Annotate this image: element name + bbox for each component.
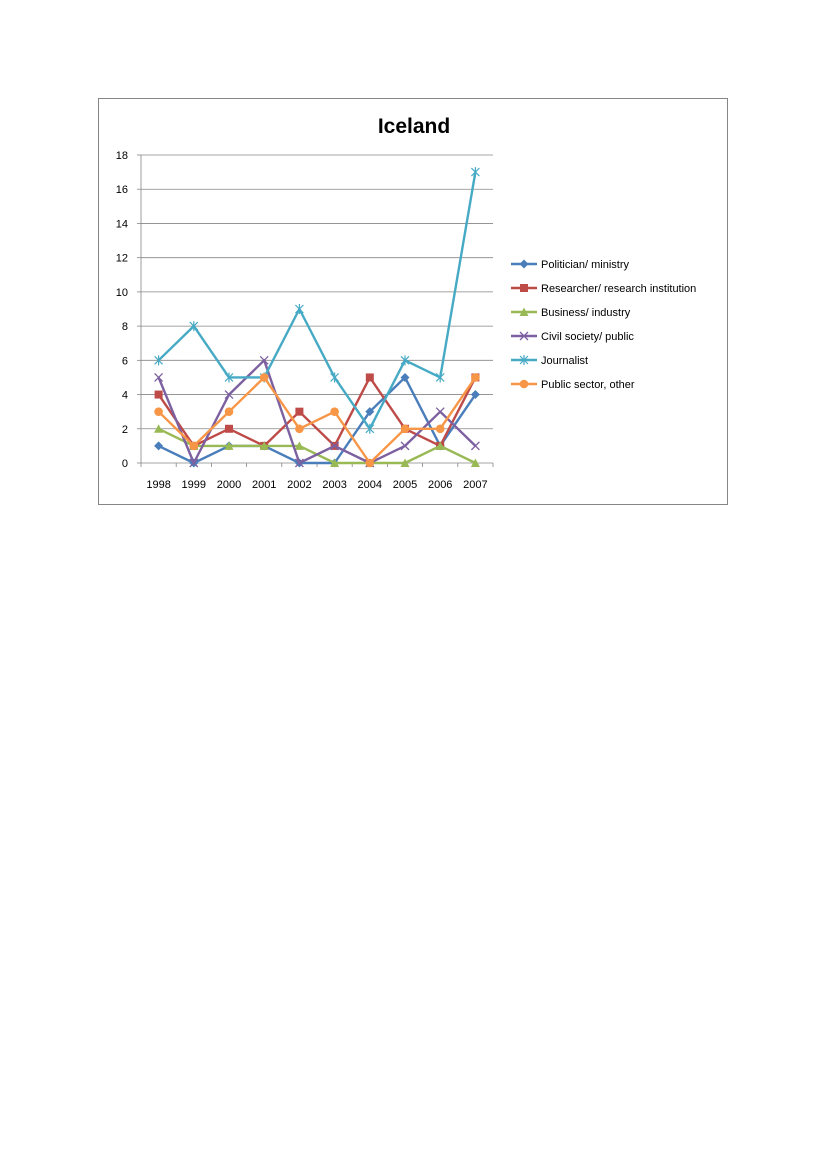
data-point — [330, 372, 340, 383]
legend-label: Public sector, other — [541, 379, 635, 391]
data-point — [470, 441, 480, 451]
y-tick-label: 4 — [122, 390, 128, 402]
data-point — [259, 373, 269, 382]
y-tick-label: 10 — [116, 287, 128, 299]
data-point — [435, 441, 445, 450]
series-line — [157, 359, 477, 465]
legend-marker — [519, 379, 529, 389]
legend-marker — [519, 331, 529, 341]
data-point — [470, 390, 480, 400]
legend-label: Journalist — [541, 355, 588, 367]
x-tick-label: 2007 — [463, 479, 487, 491]
legend-label: Business/ industry — [541, 307, 631, 319]
data-point — [435, 407, 445, 417]
x-tick-label: 1999 — [182, 479, 206, 491]
y-tick-label: 18 — [116, 150, 128, 162]
legend-entry: Business/ industry — [511, 307, 631, 319]
data-point — [154, 407, 163, 416]
legend-marker — [519, 259, 529, 269]
line-chart: Iceland 0 2 4 6 8 10 12 14 16 18 1998 1999 2000 2001 2… — [116, 115, 697, 491]
legend-marker — [519, 355, 529, 365]
x-tick-label: 2001 — [252, 479, 276, 491]
data-point — [154, 441, 164, 451]
data-point — [295, 407, 304, 416]
data-point — [294, 304, 304, 314]
data-point — [400, 355, 410, 366]
x-tick-label: 1998 — [146, 479, 170, 491]
y-tick-label: 14 — [116, 218, 128, 230]
data-point — [330, 458, 340, 467]
series-line — [157, 376, 477, 448]
x-tick-label: 2000 — [217, 479, 241, 491]
y-tick-label: 16 — [116, 184, 128, 196]
legend-marker — [519, 307, 529, 316]
data-point — [330, 407, 339, 416]
y-tick-label: 2 — [122, 424, 128, 436]
legend-entry: Public sector, other — [511, 379, 635, 391]
legend-entry: Civil society/ public — [511, 331, 634, 343]
legend-label: Politician/ ministry — [541, 259, 630, 271]
data-point — [154, 424, 164, 433]
legend-marker — [520, 284, 528, 292]
data-point — [189, 441, 199, 451]
x-tick-label: 2003 — [322, 479, 346, 491]
data-point — [224, 390, 234, 400]
legend-label: Researcher/ research institution — [541, 283, 696, 295]
legend-entry: Journalist — [511, 355, 588, 367]
data-point — [295, 424, 304, 434]
legend-entry: Politician/ ministry — [511, 259, 630, 271]
data-point — [400, 458, 410, 467]
data-point — [471, 373, 480, 382]
data-point — [189, 321, 199, 332]
data-point — [224, 372, 234, 383]
gridlines — [141, 154, 493, 430]
data-point — [470, 167, 480, 178]
data-point — [259, 355, 269, 365]
y-tick-label: 0 — [122, 458, 128, 470]
data-point — [435, 424, 445, 434]
y-tick-label: 12 — [116, 253, 128, 265]
y-tick-label: 6 — [122, 355, 128, 367]
x-tick-label: 2004 — [358, 479, 382, 491]
legend-entry: Researcher/ research institution — [511, 283, 696, 295]
data-point — [154, 390, 163, 399]
series-2 — [154, 373, 480, 450]
series-6 — [154, 373, 480, 468]
data-point — [365, 423, 375, 434]
data-point — [330, 441, 340, 451]
data-point — [365, 373, 374, 382]
data-point — [470, 458, 480, 467]
data-point — [400, 372, 410, 382]
x-tick-label: 2002 — [287, 479, 311, 491]
legend-label: Civil society/ public — [541, 331, 634, 343]
data-point — [154, 372, 164, 382]
x-tick-label: 2006 — [428, 479, 452, 491]
series-line — [157, 171, 477, 430]
data-point — [225, 424, 233, 433]
data-point — [365, 407, 375, 417]
series-5 — [154, 167, 480, 434]
data-point — [294, 458, 304, 468]
x-tick-label: 2005 — [393, 479, 417, 491]
data-point — [259, 441, 269, 450]
data-point — [189, 458, 199, 468]
data-point — [294, 441, 304, 450]
data-point — [224, 441, 234, 450]
chart-title: Iceland — [378, 115, 450, 138]
data-point — [400, 441, 410, 451]
data-point — [224, 407, 234, 416]
data-point — [154, 355, 164, 366]
data-point — [365, 458, 375, 468]
y-tick-label: 8 — [122, 321, 128, 333]
data-point — [435, 372, 445, 383]
legend: Politician/ ministry Researcher/ research… — [511, 259, 696, 391]
chart-frame: Iceland 0 2 4 6 8 10 12 14 16 18 1998 1999 2000 2001 2… — [98, 98, 728, 505]
data-point — [400, 424, 410, 434]
series-line — [158, 376, 477, 465]
series-group — [154, 167, 480, 468]
series-line — [157, 376, 477, 465]
